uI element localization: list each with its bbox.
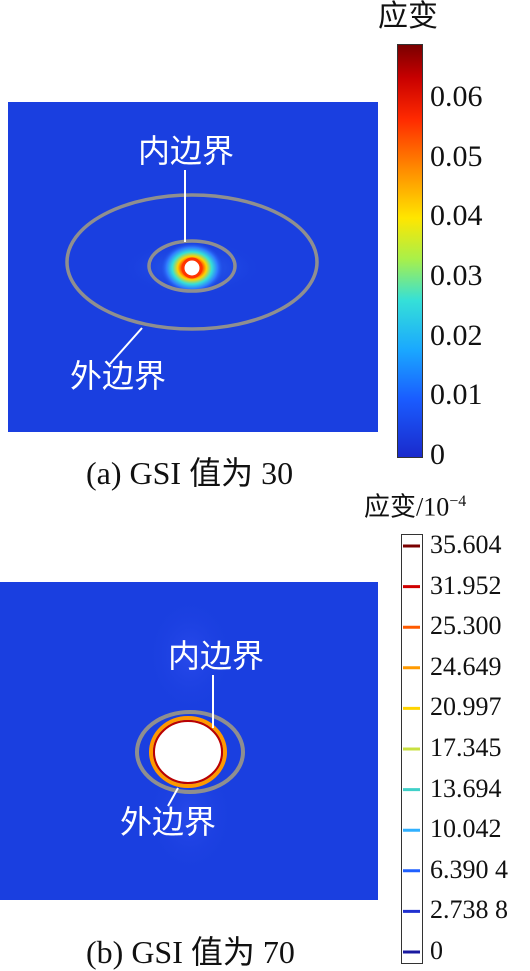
inner-boundary-label-a: 内边界	[138, 133, 235, 169]
colorbar-a-tick-label: 0.04	[430, 199, 483, 233]
panel-a: 内边界 外边界 应变 0.06 0.05 0.04 0.03 0.02 0.01 0 (a)…	[8, 0, 483, 491]
strain-field-plot-a	[8, 102, 378, 432]
panel-b: 内边界 外边界 应变/10−4 35.604 31.952 25.300 24.649…	[0, 490, 530, 971]
colorbar-b-tick-label: 10.042	[430, 814, 502, 844]
colorbar-a-tick-label: 0.03	[430, 259, 483, 292]
caption-b: (b) GSI 值为 70	[86, 934, 295, 970]
colorbar-title-b: 应变/10−4	[364, 494, 466, 521]
outer-boundary-pointer-b	[167, 787, 179, 807]
colorbar-b-tick-label: 24.649	[430, 651, 502, 681]
colorbar-a-tick-label: 0.02	[430, 318, 483, 352]
caption-a: (a) GSI 值为 30	[86, 455, 294, 491]
colorbar-b-tick-label: 20.997	[430, 692, 502, 722]
colorbar-b-tick-label: 0	[430, 936, 443, 965]
colorbar-b-tick-label: 2.738 8	[430, 895, 508, 925]
colorbar-title-a: 应变	[378, 0, 438, 33]
colorbar-b-tick-label: 6.390 4	[430, 854, 508, 884]
colorbar-b-tick-label: 13.694	[430, 773, 502, 803]
colorbar-b-tick-label: 25.300	[430, 611, 502, 641]
colorbar-title-b-main: 应变/10	[364, 492, 450, 522]
colorbar-a	[397, 44, 423, 458]
inner-boundary-b	[153, 720, 223, 784]
colorbar-a-tick-label: 0.06	[430, 80, 483, 113]
outer-boundary-label-b: 外边界	[120, 804, 217, 840]
colorbar-b-tick-label: 17.345	[430, 733, 502, 762]
colorbar-b-tick-label: 35.604	[430, 530, 502, 559]
outer-boundary-a	[65, 193, 319, 331]
opening-hole-a	[181, 257, 203, 279]
inner-boundary-a	[147, 239, 237, 293]
inner-boundary-label-b: 内边界	[168, 638, 265, 674]
strain-field-plot-b	[0, 582, 378, 900]
colorbar-b-tick-label: 31.952	[430, 570, 502, 600]
outer-boundary-pointer-a	[109, 327, 143, 365]
colorbar-a-tick-label: 0.01	[430, 378, 483, 412]
colorbar-a-tick-label: 0	[430, 438, 445, 471]
colorbar-b-contour-lines	[403, 544, 420, 954]
colorbar-a-tick-label: 0.05	[430, 139, 483, 173]
colorbar-title-b-exponent: −4	[449, 493, 467, 510]
outer-boundary-label-a: 外边界	[70, 358, 167, 394]
hot-ring-b	[149, 716, 227, 788]
